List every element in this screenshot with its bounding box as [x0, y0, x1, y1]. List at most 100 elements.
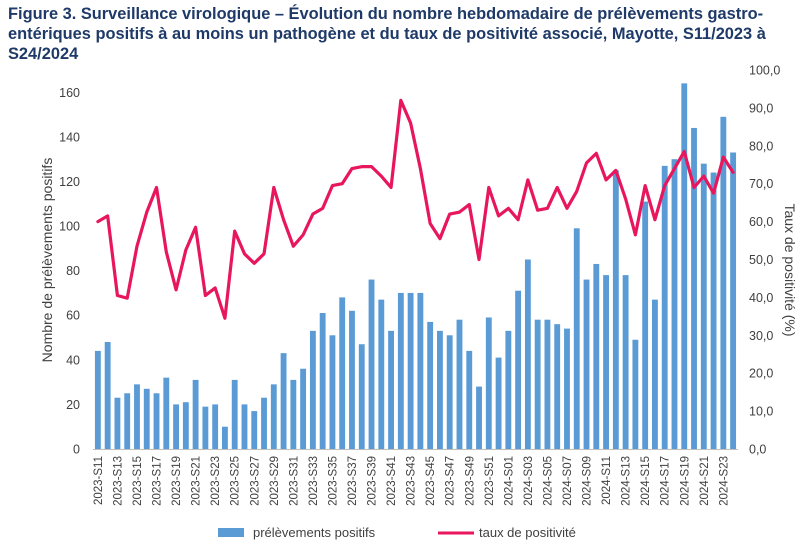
- bar-2024-S06: [554, 324, 561, 449]
- legend-swatch-bar: [218, 528, 244, 537]
- bar-2023-S30: [280, 353, 287, 449]
- bar-2023-S19: [173, 404, 179, 449]
- bar-2024-S08: [573, 228, 580, 449]
- bar-2024-S23: [720, 116, 727, 449]
- bar-2023-S18: [163, 377, 170, 449]
- x-tick-2023-S25: 2023-S25: [230, 456, 242, 506]
- x-tick-2024-S13: 2024-S13: [621, 456, 633, 506]
- x-tick-2023-S13: 2023-S13: [112, 456, 124, 506]
- bar-2023-S25: [231, 379, 238, 449]
- x-tick-2023-S31: 2023-S31: [288, 456, 300, 506]
- bar-2023-S33: [309, 330, 316, 449]
- legend-label-bar: prélèvements positifs: [253, 525, 376, 540]
- bar-2023-S16: [143, 388, 150, 449]
- bar-2024-S14: [632, 339, 639, 449]
- left-tick-140: 140: [59, 130, 80, 144]
- bar-2024-S05: [544, 319, 551, 449]
- x-tick-2023-S41: 2023-S41: [386, 456, 398, 506]
- line-series-taux: [96, 98, 735, 320]
- bar-2024-S11: [603, 275, 609, 449]
- x-tick-2023-S49: 2023-S49: [464, 456, 476, 506]
- chart-title: Figure 3. Surveillance virologique – Évo…: [8, 5, 766, 63]
- x-tick-2023-S33: 2023-S33: [308, 456, 320, 506]
- x-tick-2023-S23: 2023-S23: [210, 456, 222, 506]
- bar-2023-S34: [319, 313, 326, 449]
- bar-2023-S50: [476, 386, 482, 449]
- bar-2023-S26: [241, 404, 248, 449]
- bar-2023-S49: [466, 350, 473, 449]
- x-tick-2024-S19: 2024-S19: [679, 456, 691, 506]
- bar-2023-S29: [270, 384, 277, 449]
- legend: prélèvements positifs taux de positivité: [218, 525, 576, 540]
- right-tick-10,0: 10,0: [749, 405, 773, 419]
- x-tick-2024-S05: 2024-S05: [542, 456, 554, 506]
- x-tick-2023-S17: 2023-S17: [152, 456, 164, 506]
- left-tick-60: 60: [66, 309, 80, 323]
- right-tick-80,0: 80,0: [749, 139, 773, 153]
- bar-2024-S18: [671, 159, 678, 449]
- bar-2023-S32: [300, 368, 307, 449]
- x-tick-2024-S21: 2024-S21: [699, 456, 711, 506]
- bar-2023-S37: [349, 310, 355, 449]
- x-tick-2023-S11: 2023-S11: [93, 456, 105, 505]
- bar-2024-S17: [661, 165, 668, 450]
- bar-2024-S19: [681, 83, 688, 449]
- bar-2023-S28: [261, 397, 267, 449]
- right-tick-60,0: 60,0: [749, 215, 773, 229]
- bar-2024-S24: [730, 152, 737, 450]
- bar-series-prelevements: [94, 83, 737, 450]
- right-tick-50,0: 50,0: [749, 253, 773, 267]
- x-tick-2024-S11: 2024-S11: [601, 456, 613, 505]
- bar-2023-S36: [339, 297, 346, 449]
- bar-2024-S22: [710, 172, 717, 450]
- bar-2023-S14: [124, 393, 131, 449]
- right-tick-100,0: 100,0: [749, 64, 780, 78]
- right-tick-90,0: 90,0: [749, 101, 773, 115]
- bar-2023-S46: [437, 330, 443, 449]
- right-axis-ticks: 0,0 10,0 20,0 30,0 40,0 50,0 60,0 70,0 80,0 90,0 1…: [749, 64, 780, 457]
- bar-2023-S40: [378, 299, 385, 449]
- bar-2023-S43: [407, 292, 414, 449]
- x-tick-2023-S51: 2023-S51: [484, 456, 496, 506]
- x-tick-2023-S35: 2023-S35: [327, 456, 339, 506]
- x-axis-ticks: 2023-S11 2023-S13 2023-S15 2023-S17 2023-S19…: [93, 456, 730, 506]
- x-tick-2023-S19: 2023-S19: [171, 456, 183, 506]
- right-axis-label: Taux de positivité (%): [782, 203, 798, 336]
- left-tick-20: 20: [66, 398, 80, 412]
- bar-2023-S47: [446, 335, 453, 449]
- bar-2023-S21: [192, 379, 199, 449]
- bar-2024-S12: [612, 170, 619, 449]
- left-axis-label: Nombre de prélèvements positifs: [39, 158, 55, 363]
- right-tick-20,0: 20,0: [749, 367, 773, 381]
- bar-2023-S35: [329, 335, 336, 449]
- left-axis-ticks: 0 20 40 60 80 100 120 140 160: [59, 86, 80, 457]
- right-tick-70,0: 70,0: [749, 177, 773, 191]
- bar-2023-S23: [212, 404, 219, 449]
- right-tick-30,0: 30,0: [749, 329, 773, 343]
- bar-2023-S15: [134, 384, 140, 449]
- legend-label-line: taux de positivité: [479, 525, 576, 540]
- left-tick-0: 0: [73, 443, 80, 457]
- left-tick-160: 160: [59, 86, 80, 100]
- left-tick-100: 100: [59, 220, 80, 234]
- x-tick-2024-S01: 2024-S01: [503, 456, 515, 506]
- bar-2023-S27: [251, 411, 258, 449]
- x-tick-2023-S37: 2023-S37: [347, 456, 359, 506]
- bar-2023-S11: [94, 350, 101, 449]
- bar-2024-S09: [583, 279, 590, 449]
- x-tick-2024-S23: 2024-S23: [718, 456, 730, 506]
- left-tick-120: 120: [59, 175, 80, 189]
- bar-2023-S17: [153, 393, 160, 449]
- bar-2024-S13: [622, 275, 629, 449]
- x-tick-2024-S17: 2024-S17: [660, 456, 672, 506]
- bar-2023-S13: [114, 397, 121, 449]
- x-tick-2023-S21: 2023-S21: [191, 456, 203, 506]
- bar-2024-S16: [652, 299, 658, 449]
- bar-2023-S48: [456, 319, 463, 449]
- x-tick-2024-S15: 2024-S15: [640, 456, 652, 506]
- bar-2023-S39: [368, 279, 375, 449]
- bar-2024-S04: [534, 319, 541, 449]
- right-tick-0,0: 0,0: [749, 443, 766, 457]
- x-tick-2023-S45: 2023-S45: [425, 456, 437, 506]
- bar-2023-S31: [290, 379, 297, 449]
